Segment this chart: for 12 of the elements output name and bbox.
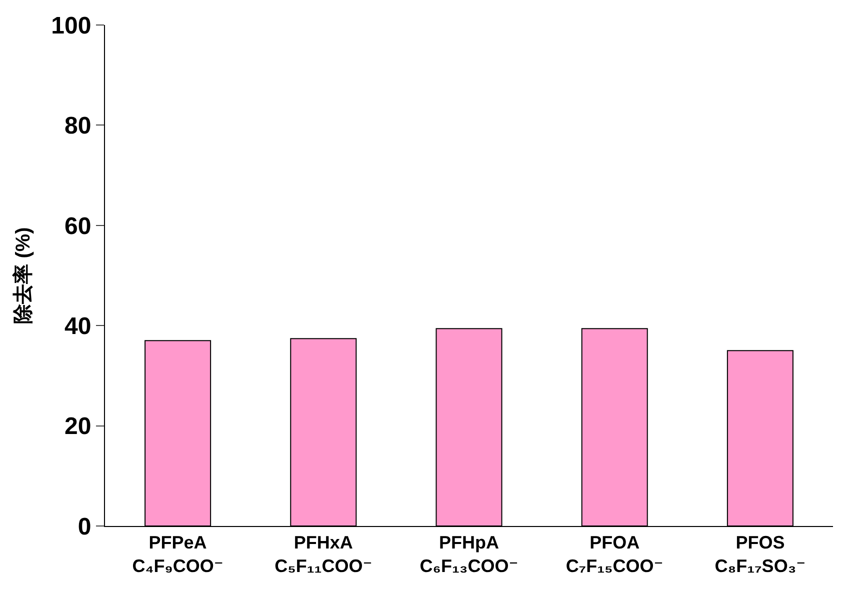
y-tick-label: 40 [64,313,92,340]
y-tick-label: 80 [64,112,92,140]
y-axis-title: 除去率 (%) [12,227,35,324]
y-tick-label: 0 [78,513,92,540]
y-tick-label: 20 [64,413,92,440]
x-tick-label: PFHpA C₆F₁₃COO⁻ [420,532,518,576]
x-tick-label: PFPeA C₄F₉COO⁻ [132,532,224,576]
y-tick-label: 60 [64,212,92,240]
x-tick-label: PFHxA C₅F₁₁COO⁻ [274,532,372,576]
x-tick-label: PFOA C₇F₁₅COO⁻ [566,532,664,576]
x-tick-label: PFOS C₈F₁₇SO₃⁻ [714,532,806,576]
y-tick-label: 100 [51,12,92,40]
